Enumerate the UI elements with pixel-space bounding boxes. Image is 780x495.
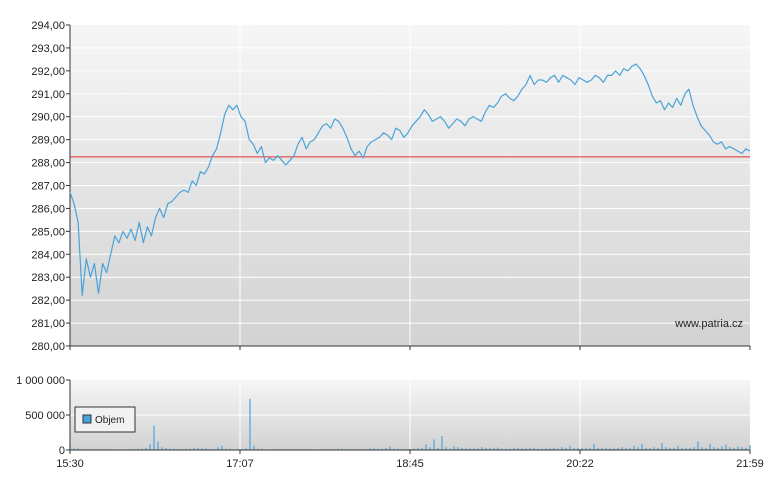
time-tick-label: 21:59 [736, 458, 764, 470]
volume-y-tick-label: 500 000 [25, 410, 65, 422]
legend-swatch [82, 414, 92, 424]
watermark: www.patria.cz [674, 318, 743, 330]
price-y-tick-label: 288,00 [31, 158, 65, 170]
legend-label: Objem [95, 415, 124, 426]
price-y-tick-label: 280,00 [31, 341, 65, 353]
time-tick-label: 17:07 [226, 458, 254, 470]
price-series-line [69, 63, 751, 297]
price-y-tick-label: 286,00 [31, 203, 65, 215]
volume-chart: 0 500 000 1 000 000 [16, 375, 751, 457]
price-y-tick-label: 292,00 [31, 66, 65, 78]
price-y-tick-label: 287,00 [31, 181, 65, 193]
volume-y-tick-label: 0 [59, 445, 65, 457]
price-y-tick-label: 289,00 [31, 135, 65, 147]
time-tick-label: 20:22 [566, 458, 594, 470]
price-y-tick-label: 291,00 [31, 89, 65, 101]
price-y-tick-label: 282,00 [31, 295, 65, 307]
price-y-tick-label: 293,00 [31, 43, 65, 55]
volume-legend: Objem [74, 406, 136, 433]
price-y-tick-label: 290,00 [31, 112, 65, 124]
volume-y-tick-label: 1 000 000 [16, 375, 65, 387]
price-y-tick-label: 285,00 [31, 226, 65, 238]
time-tick-label: 18:45 [396, 458, 424, 470]
price-y-tick-label: 283,00 [31, 272, 65, 284]
time-axis: 15:30 17:07 18:45 20:22 21:59 [56, 346, 764, 470]
price-y-tick-label: 284,00 [31, 249, 65, 261]
price-chart: 280,00 281,00 282,00 283,00 284,00 285,00 286,… [31, 20, 751, 353]
time-tick-label: 15:30 [56, 458, 84, 470]
price-y-tick-label: 294,00 [31, 20, 65, 32]
price-y-tick-label: 281,00 [31, 318, 65, 330]
